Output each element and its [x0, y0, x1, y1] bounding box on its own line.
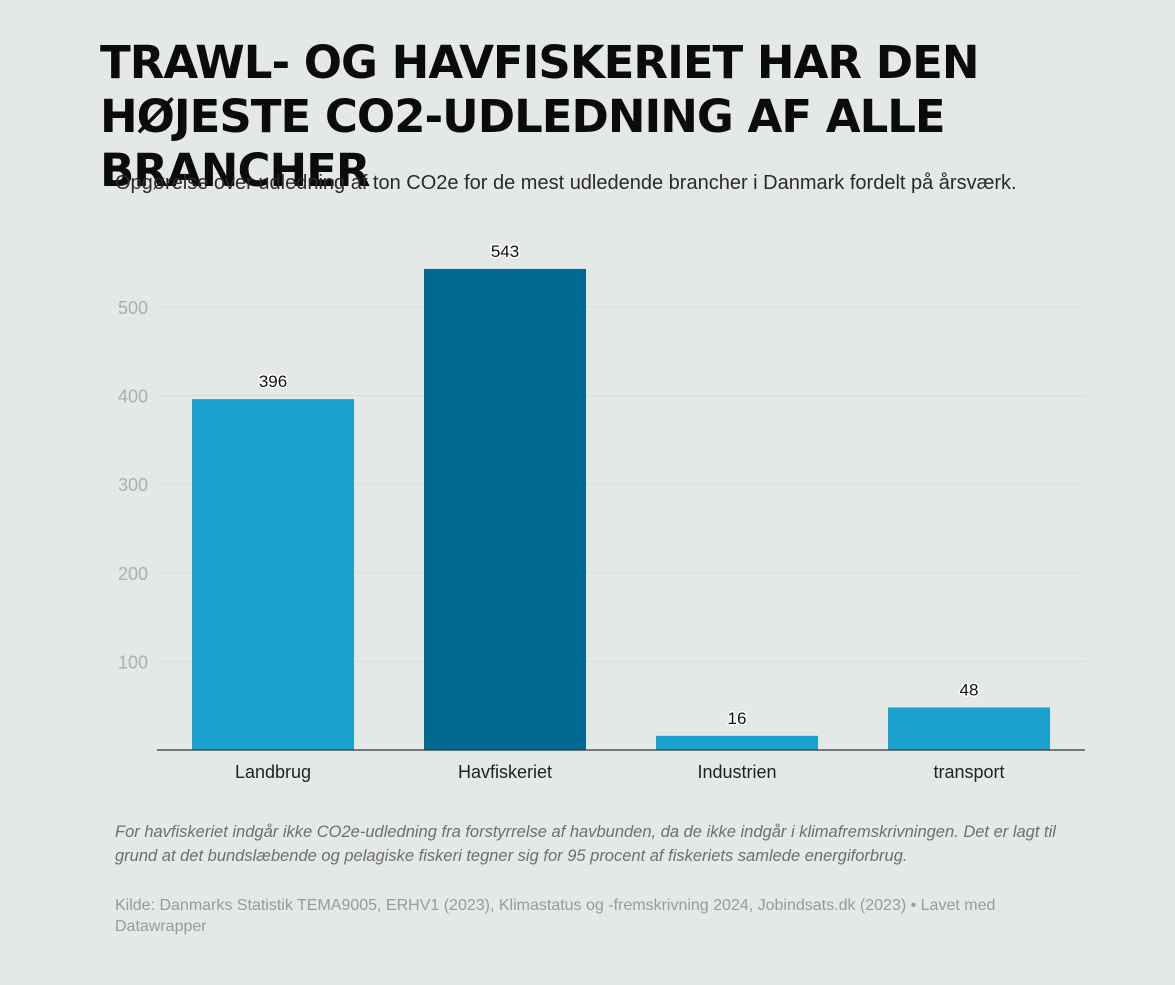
bar-value-labels: 396 543 16 48 — [257, 240, 980, 729]
bar-value-label: 48 — [960, 680, 979, 699]
bar — [192, 399, 354, 750]
bar — [656, 735, 818, 750]
y-axis-ticks: 100 200 300 400 500 — [118, 298, 148, 672]
x-tick-label: Havfiskeriet — [458, 762, 552, 782]
y-tick-label: 400 — [118, 387, 148, 407]
bar-value-label: 396 — [259, 372, 287, 391]
bar — [888, 707, 1050, 750]
x-axis-ticks: Landbrug Havfiskeriet Industrien transport — [235, 762, 1005, 782]
chart-subtitle: Opgørelse over udledning af ton CO2e for… — [115, 172, 1017, 194]
x-tick-label: Industrien — [697, 762, 776, 782]
y-tick-label: 300 — [118, 475, 148, 495]
bar-value-label: 543 — [491, 242, 519, 261]
bars — [192, 268, 1050, 750]
y-tick-label: 100 — [118, 652, 148, 672]
x-tick-label: Landbrug — [235, 762, 311, 782]
bar-value-label: 16 — [728, 709, 747, 728]
bar — [424, 268, 586, 750]
y-tick-label: 200 — [118, 564, 148, 584]
chart-source: Kilde: Danmarks Statistik TEMA9005, ERHV… — [115, 897, 996, 935]
x-tick-label: transport — [933, 762, 1004, 782]
y-tick-label: 500 — [118, 298, 148, 318]
chart-title: TRAWL- OG HAVFISKERIET HAR DEN HØJESTE C… — [100, 36, 979, 197]
chart-footnote: For havfiskeriet indgår ikke CO2e-udledn… — [115, 823, 1056, 865]
